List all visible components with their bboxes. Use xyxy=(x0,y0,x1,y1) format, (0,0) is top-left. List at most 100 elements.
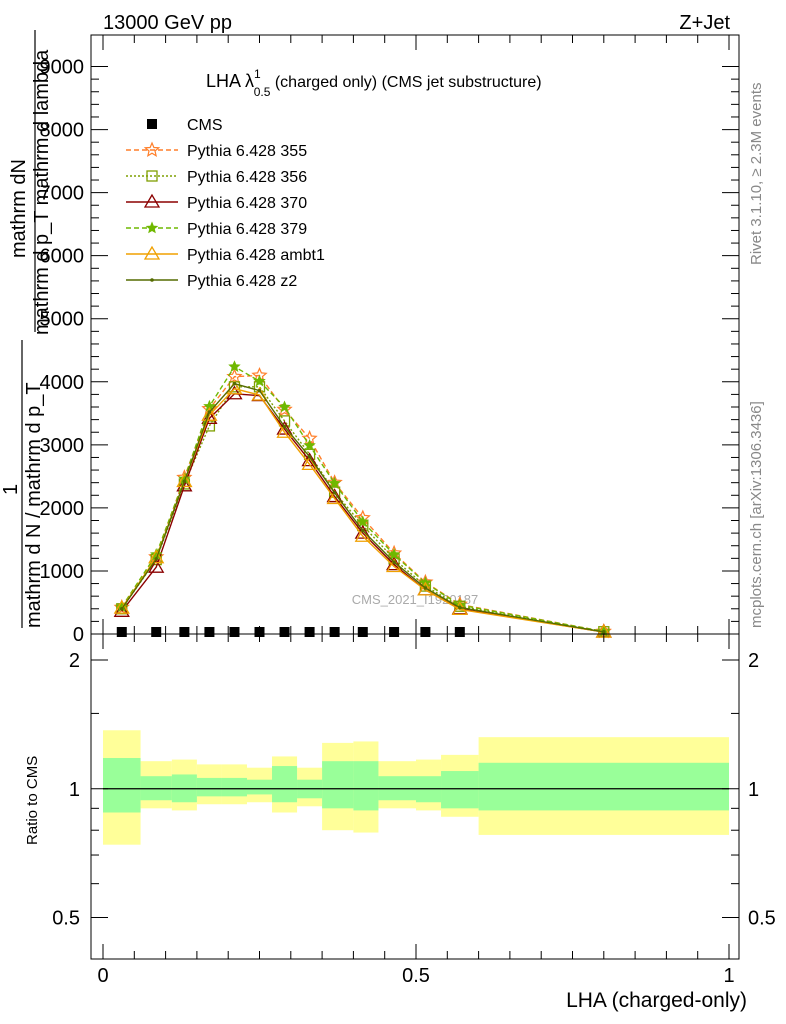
data-point-cms xyxy=(304,627,315,637)
ratio-inner-band xyxy=(221,777,247,797)
main-y-tick-label: 7000 xyxy=(40,183,85,205)
legend-marker xyxy=(143,245,161,260)
legend-marker xyxy=(150,278,154,282)
legend-label: Pythia 6.428 z2 xyxy=(187,273,297,290)
legend-label: Pythia 6.428 ambt1 xyxy=(187,247,325,264)
data-point-cms xyxy=(179,627,190,637)
series-line xyxy=(121,382,604,633)
ratio-y-tick-label: 0.5 xyxy=(52,908,80,930)
data-point xyxy=(602,630,606,634)
data-point xyxy=(113,599,130,614)
data-point xyxy=(278,400,291,413)
data-point xyxy=(282,424,287,429)
ratio-inner-band xyxy=(478,762,729,811)
data-point xyxy=(303,438,316,451)
data-point xyxy=(328,476,341,489)
ratio-inner-band xyxy=(272,766,298,803)
ratio-y-tick-label-right: 1 xyxy=(748,779,759,801)
ylabel-one: 1 xyxy=(0,484,22,495)
legend-label: Pythia 6.428 379 xyxy=(187,221,307,238)
data-point xyxy=(360,528,365,533)
legend-marker xyxy=(143,141,161,157)
x-tick-label: 1 xyxy=(723,965,734,987)
ylabel-numerator-top: mathrm dN xyxy=(8,159,30,258)
legend-marker xyxy=(143,193,161,208)
data-point xyxy=(387,548,401,560)
ratio-inner-band xyxy=(196,777,222,797)
main-y-tick-label: 9000 xyxy=(40,57,85,79)
title-sub: 0.5 xyxy=(254,85,271,99)
data-point xyxy=(148,549,165,564)
rivet-label: Rivet 3.1.10, ≥ 2.3M events xyxy=(748,83,765,266)
legend-label: Pythia 6.428 355 xyxy=(187,143,307,160)
series-line xyxy=(121,365,604,633)
data-point xyxy=(148,558,165,573)
main-y-tick-label: 3000 xyxy=(40,435,85,457)
data-point xyxy=(354,527,371,542)
data-point xyxy=(251,386,268,401)
data-point-cms xyxy=(357,627,368,637)
x-tick-label: 0 xyxy=(97,965,108,987)
main-y-tick-label: 4000 xyxy=(40,372,85,394)
data-point xyxy=(326,488,343,503)
data-point xyxy=(253,374,266,387)
legend-label: Pythia 6.428 370 xyxy=(187,195,307,212)
watermark: CMS_2021_I1920187 xyxy=(352,592,479,607)
legend-label: CMS xyxy=(187,117,223,134)
legend-marker xyxy=(146,170,158,182)
ratio-inner-band xyxy=(103,758,141,813)
mcplots-label: mcplots.cern.ch [arXiv:1306.3436] xyxy=(748,401,765,628)
main-y-axis-label: mathrm dN mathrm d p_T mathrm d lambda 1… xyxy=(0,30,53,628)
data-point xyxy=(417,581,434,596)
ratio-y-axis-label: Ratio to CMS xyxy=(24,756,41,845)
title-main: LHA λ xyxy=(206,71,254,91)
title-sup: 1 xyxy=(254,67,261,81)
data-point xyxy=(392,560,396,564)
data-point xyxy=(356,515,369,528)
data-point-cms xyxy=(254,627,265,637)
series-line xyxy=(121,374,604,633)
ratio-y-tick-label: 1 xyxy=(69,779,80,801)
data-point-cms xyxy=(329,627,340,637)
main-y-tick-label: 6000 xyxy=(40,246,85,268)
data-point-cms xyxy=(420,627,431,637)
ratio-frame xyxy=(90,633,740,960)
x-axis-label: LHA (charged-only) xyxy=(566,989,747,1012)
ratio-y-tick-label: 2 xyxy=(69,650,80,672)
main-y-tick-label: 1000 xyxy=(40,561,85,583)
main-y-tick-label: 5000 xyxy=(40,309,85,331)
main-y-tick-label: 0 xyxy=(73,624,84,646)
data-point xyxy=(276,400,293,417)
data-point-cms xyxy=(116,627,127,637)
data-point-cms xyxy=(279,627,290,637)
main-y-tick-label: 8000 xyxy=(40,120,85,142)
data-point xyxy=(458,605,462,610)
ratio-y-tick-label-right: 0.5 xyxy=(748,908,776,930)
data-point xyxy=(257,388,262,393)
data-point xyxy=(154,557,159,561)
ylabel-denominator: mathrm d N / mathrm d p_T xyxy=(23,382,45,628)
data-point xyxy=(423,586,428,590)
header-left-label: 13000 GeV pp xyxy=(103,12,232,34)
ratio-y-tick-label-right: 2 xyxy=(748,650,759,672)
legend-label: Pythia 6.428 356 xyxy=(187,169,307,186)
data-point xyxy=(228,360,241,372)
title-rest: (charged only) (CMS jet substructure) xyxy=(270,74,541,91)
data-point-cms xyxy=(204,627,215,637)
x-tick-label: 0.5 xyxy=(402,965,430,987)
ratio-inner-band xyxy=(246,779,273,795)
data-point xyxy=(119,606,124,611)
legend-marker xyxy=(147,119,157,129)
data-point-cms xyxy=(229,627,240,637)
data-point xyxy=(207,410,212,414)
data-point xyxy=(113,603,130,617)
chart-title: LHA λ1 0.5 (charged only) (CMS jet substr… xyxy=(206,67,542,99)
data-point xyxy=(307,455,312,459)
data-point-cms xyxy=(454,627,465,637)
data-point-cms xyxy=(389,627,400,637)
main-y-tick-label: 2000 xyxy=(40,498,85,520)
ratio-inner-band xyxy=(353,761,379,811)
data-point xyxy=(332,490,337,495)
data-point xyxy=(176,473,193,488)
